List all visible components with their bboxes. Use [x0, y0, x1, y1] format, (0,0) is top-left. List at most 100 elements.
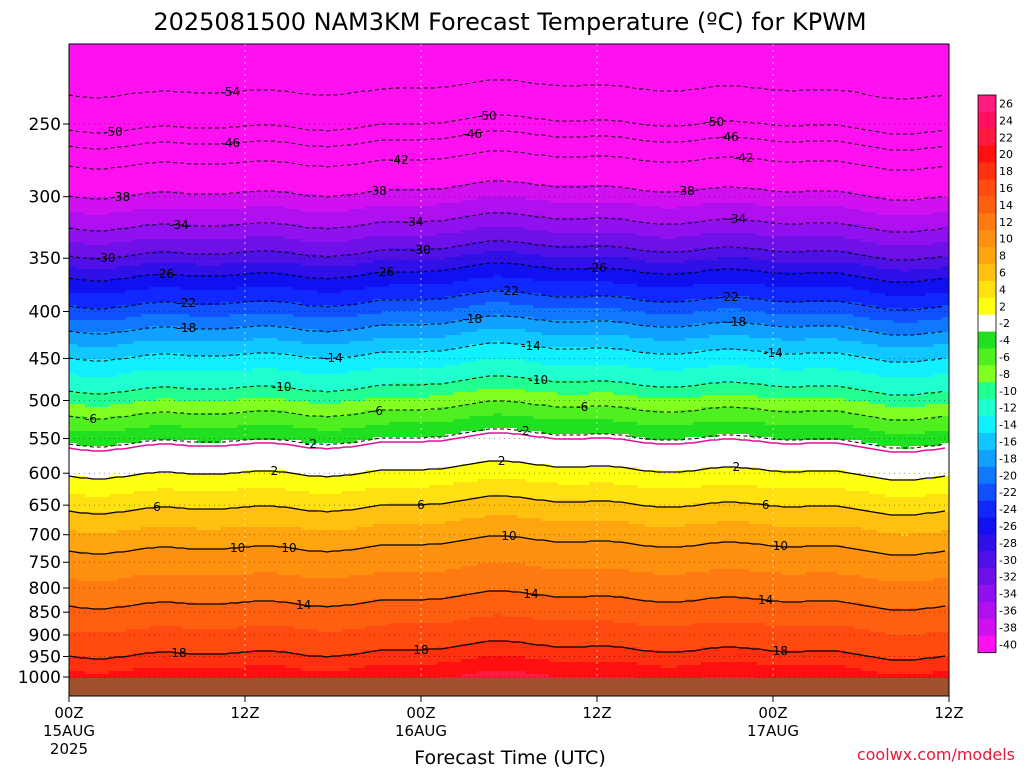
temp-cell	[197, 458, 206, 462]
temp-cell	[189, 377, 198, 381]
temp-cell	[181, 281, 190, 285]
temp-cell	[109, 176, 118, 180]
temp-cell	[189, 203, 198, 207]
temp-cell	[69, 635, 78, 639]
temp-cell	[173, 635, 182, 639]
temp-cell	[229, 77, 238, 81]
temp-cell	[197, 212, 206, 216]
temp-cell	[229, 446, 238, 450]
temp-cell	[117, 371, 126, 375]
temp-cell	[69, 344, 78, 348]
temp-cell	[197, 284, 206, 288]
temp-cell	[117, 467, 126, 471]
temp-cell	[133, 494, 142, 498]
temp-cell	[197, 599, 206, 603]
temp-cell	[213, 587, 222, 591]
temp-cell	[85, 170, 94, 174]
temp-cell	[245, 566, 254, 570]
temp-cell	[157, 128, 166, 132]
temp-cell	[101, 362, 110, 366]
temp-cell	[213, 395, 222, 399]
temp-cell	[117, 347, 126, 351]
temp-cell	[253, 167, 262, 171]
temp-cell	[189, 44, 198, 48]
temp-cell	[93, 434, 102, 438]
temp-cell	[205, 431, 214, 435]
temp-cell	[173, 446, 182, 450]
temp-cell	[165, 590, 174, 594]
temp-cell	[189, 455, 198, 459]
temp-cell	[229, 623, 238, 627]
temp-cell	[197, 371, 206, 375]
temp-cell	[205, 401, 214, 405]
temp-cell	[141, 107, 150, 111]
temp-cell	[93, 578, 102, 582]
temp-cell	[149, 449, 158, 453]
temp-cell	[77, 110, 86, 114]
temp-cell	[237, 197, 246, 201]
temp-cell	[149, 542, 158, 546]
temp-cell	[189, 410, 198, 414]
temp-cell	[141, 80, 150, 84]
temp-cell	[221, 215, 230, 219]
temp-cell	[85, 617, 94, 621]
temp-cell	[181, 599, 190, 603]
temp-cell	[213, 65, 222, 69]
temp-cell	[133, 362, 142, 366]
temp-cell	[229, 311, 238, 315]
temp-cell	[197, 455, 206, 459]
temp-cell	[101, 284, 110, 288]
temp-cell	[157, 671, 166, 675]
temp-cell	[221, 344, 230, 348]
temp-cell	[237, 428, 246, 432]
temp-cell	[117, 149, 126, 153]
temp-cell	[221, 80, 230, 84]
temp-cell	[69, 581, 78, 585]
temp-cell	[245, 92, 254, 96]
temp-cell	[149, 128, 158, 132]
temp-cell	[125, 212, 134, 216]
temp-cell	[117, 272, 126, 276]
temp-cell	[237, 617, 246, 621]
temp-cell	[69, 662, 78, 666]
temp-cell	[69, 338, 78, 342]
temp-cell	[213, 404, 222, 408]
temp-cell	[189, 80, 198, 84]
temp-cell	[85, 452, 94, 456]
temp-cell	[189, 500, 198, 504]
temp-cell	[85, 401, 94, 405]
temp-cell	[213, 164, 222, 168]
temp-cell	[189, 554, 198, 558]
temp-cell	[133, 74, 142, 78]
temp-cell	[93, 296, 102, 300]
temp-cell	[205, 263, 214, 267]
temp-cell	[77, 236, 86, 240]
temp-cell	[221, 335, 230, 339]
temp-cell	[141, 647, 150, 651]
temp-cell	[85, 59, 94, 63]
temp-cell	[213, 236, 222, 240]
temp-cell	[101, 155, 110, 159]
temp-cell	[229, 116, 238, 120]
temp-cell	[205, 152, 214, 156]
temp-cell	[165, 569, 174, 573]
temp-cell	[157, 167, 166, 171]
temp-cell	[205, 185, 214, 189]
temp-cell	[197, 560, 206, 564]
temp-cell	[229, 638, 238, 642]
temp-cell	[69, 479, 78, 483]
temp-cell	[125, 662, 134, 666]
temp-cell	[213, 425, 222, 429]
temp-cell	[141, 287, 150, 291]
temp-cell	[165, 167, 174, 171]
temp-cell	[69, 557, 78, 561]
temp-cell	[229, 476, 238, 480]
temp-cell	[141, 515, 150, 519]
temp-cell	[221, 377, 230, 381]
temp-cell	[101, 581, 110, 585]
temp-cell	[69, 86, 78, 90]
temp-cell	[125, 236, 134, 240]
temp-cell	[181, 110, 190, 114]
temp-cell	[157, 239, 166, 243]
temp-cell	[69, 245, 78, 249]
